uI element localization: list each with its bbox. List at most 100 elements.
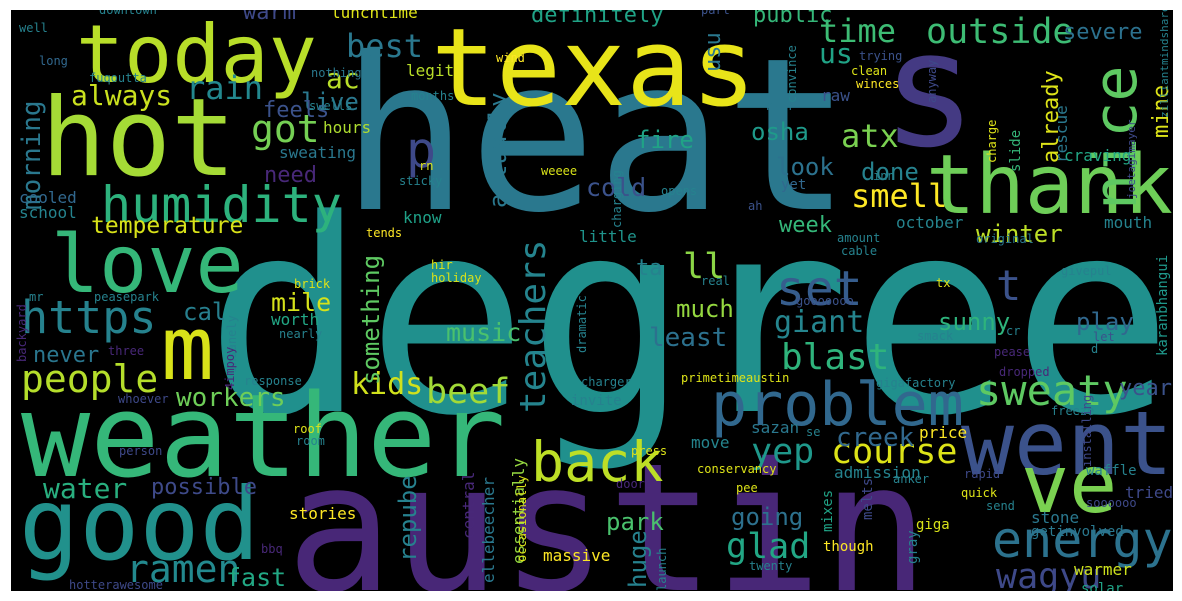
word-music: music [446,318,522,347]
word-convince: convince [785,45,799,103]
word-people: people [21,357,159,401]
word-back: back [531,430,664,494]
word-primetimeaustin: primetimeaustin [681,371,790,385]
word-cloud: degree heat austin texas s weather hot today goo… [11,10,1173,591]
word-energy: energy [992,511,1173,569]
word-atx: atx [841,117,899,155]
word-s: s [881,10,978,183]
word-lunchtime: lunchtime [331,10,418,22]
word-pease: pease [994,345,1031,359]
word-need: need [264,163,317,188]
word-4impoy: 4impoy [223,346,237,390]
word-whoever: whoever [118,392,169,406]
word-school: school [19,203,77,222]
word-getinvolved: getinvolved [1031,524,1124,540]
word-winter: winter [976,220,1063,248]
word-sunny: sunny [938,308,1011,336]
word-brick: brick [294,277,331,291]
word-degree: degree [205,163,1173,475]
word-workers: workers [176,383,286,413]
word-october: october [896,213,964,232]
word-mile: mile [271,288,332,317]
word-yep: yep [751,432,815,472]
word-hours: hours [323,118,372,137]
word-huge: huge [624,530,652,588]
word-usu: usu [701,32,726,72]
word-stone: stone [1031,508,1080,527]
word-tx: tx [936,276,951,290]
word-conservancy: conservancy [697,462,777,476]
word-going: going [731,503,804,531]
word-something: something [357,254,385,385]
word-love: love [51,218,244,311]
word-winces: winces [856,77,900,91]
word-weather: weather [21,370,506,504]
word-slide: slide [1008,129,1024,172]
word-let: let [1093,330,1115,344]
word-cold: cold [586,173,647,202]
word-charger: charger [581,375,632,389]
word-severe: severe [1063,20,1143,45]
word-admission: admission [834,463,921,482]
word-always: always [71,79,173,112]
word-wind: wind [496,51,525,65]
word-anker: anker [893,472,930,486]
word-mr: mr [29,290,44,304]
word-opens: opens [661,184,698,198]
word-backyard: backyard [15,304,29,362]
word-cr: cr [1006,324,1021,338]
word-m: m [161,297,214,400]
word-glad: glad [726,527,811,567]
word-press: press [631,444,668,458]
word-temperature: temperature [91,213,244,239]
word-craving: craving [1064,146,1132,165]
word-play: play [1076,308,1134,336]
word-raw: raw [821,86,850,105]
word-ac: ac [326,62,360,95]
word-got: got [251,107,320,151]
word-warm: warm [243,10,296,25]
word-charge: charge [985,119,999,163]
word-downtown: downtown [99,10,157,17]
word-installing: installing [1080,394,1094,467]
word-roof: roof [293,422,322,436]
word-mixes: mixes [820,489,836,532]
word-invite: invite [571,393,622,409]
word-months: months [411,89,455,103]
word-actually: actually [484,92,512,208]
word-p: p [406,121,437,179]
word-person: person [119,444,163,458]
word-time: time [819,12,897,50]
word-weeee: weeee [541,164,578,178]
word-least: least [649,323,728,353]
word-warmer: warmer [1074,560,1132,579]
word-well: well [19,21,48,35]
word-peasepark: peasepark [94,290,160,304]
word-se: se [806,425,821,439]
word-occasionally: occasionally [515,475,529,562]
word-real: real [701,274,730,288]
word-karanbhangui: karanbhangui [1155,254,1171,356]
word-possible: possible [151,475,257,500]
word-look: look [776,153,834,181]
word-ramen: ramen [126,547,241,591]
word-heat: heat [341,12,852,259]
word-gigafactory: gigafactory [876,376,956,390]
word-austin: austin [286,425,929,592]
word-problem: problem [711,370,964,440]
word-mouth: mouth [1104,213,1153,232]
word-sazan: sazan [751,418,800,437]
word-holiday: holiday [431,271,482,285]
word-beef: beef [426,372,511,412]
word-central: central [459,471,478,539]
word-public: public [753,10,833,28]
word-set: set [776,261,863,317]
word-givepul: givepul [1061,264,1112,278]
word-anyway: anyway [925,59,939,103]
word-blast: blast [781,337,890,378]
word-live: live [301,88,359,116]
word-best: best [346,27,424,65]
word-amount: amount [837,231,881,245]
word-much: much [676,295,734,323]
word-rn: rn [419,159,434,173]
